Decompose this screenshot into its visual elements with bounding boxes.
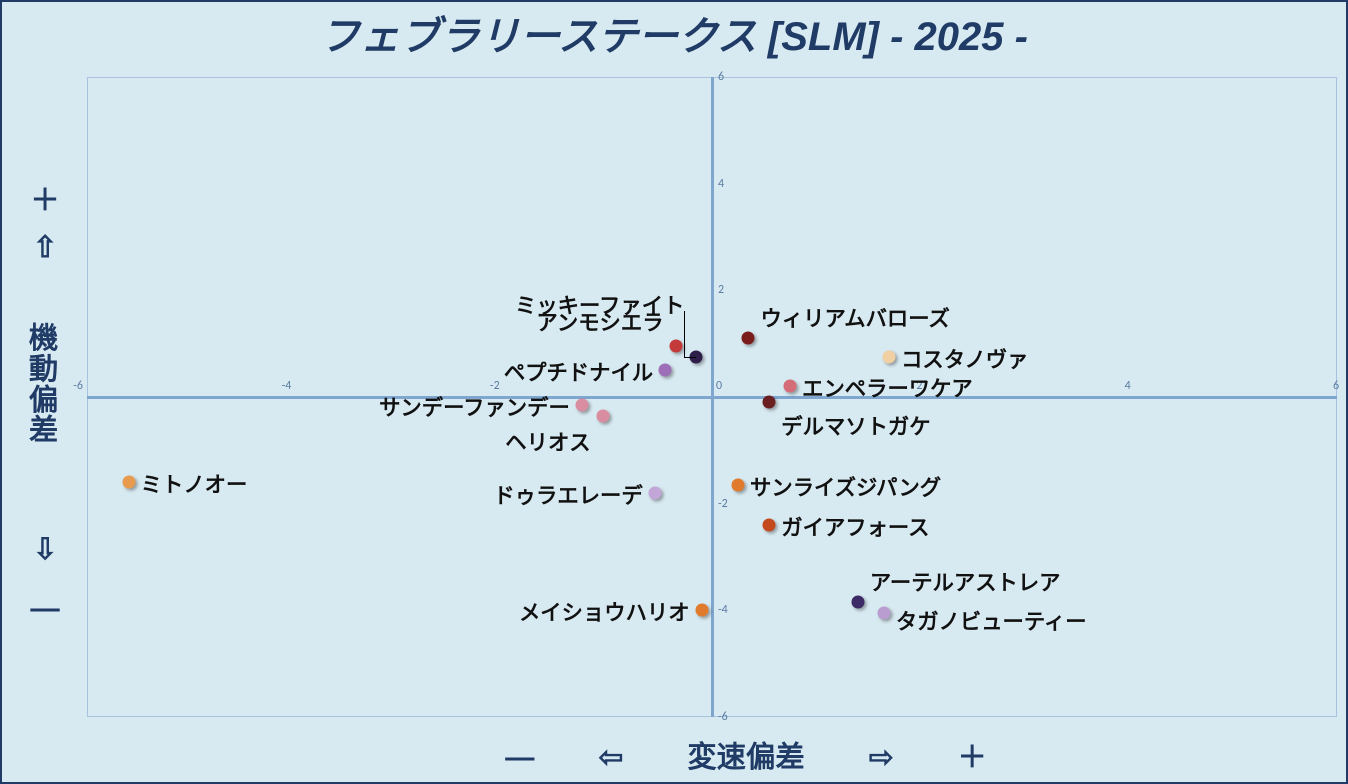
y-tick-label: 6	[718, 70, 724, 84]
scatter-point	[883, 351, 896, 364]
scatter-point	[669, 340, 682, 353]
x-tick-label: 0	[716, 379, 722, 393]
x-tick-label: 6	[1333, 379, 1339, 393]
y-axis-title: 機動偏差	[26, 324, 61, 447]
y-tick-label: 2	[718, 283, 724, 297]
x-minus-symbol: ―	[505, 741, 534, 774]
scatter-label: タガノビューティー	[896, 605, 1087, 636]
y-tick-label: -2	[718, 497, 728, 511]
scatter-label: ガイアフォース	[781, 511, 929, 542]
x-tick-label: -4	[282, 379, 292, 393]
scatter-point	[763, 396, 776, 409]
scatter-point	[763, 519, 776, 532]
leader-line	[684, 357, 696, 358]
scatter-label: ミッキーファイト	[515, 289, 684, 320]
scatter-label: サンライズジパング	[750, 471, 941, 502]
scatter-point	[784, 380, 797, 393]
scatter-label: ウィリアムバローズ	[760, 302, 949, 333]
scatter-point	[122, 476, 135, 489]
x-right-arrow-icon: ⇨	[869, 741, 894, 774]
y-tick-label: -4	[718, 603, 728, 617]
scatter-label: ミトノオー	[141, 468, 248, 499]
x-plus-symbol: ＋	[958, 741, 987, 774]
y-zero-line	[711, 77, 714, 717]
scatter-point	[659, 364, 672, 377]
scatter-point	[732, 479, 745, 492]
scatter-label: メイショウハリオ	[519, 596, 690, 627]
y-down-arrow-icon: ⇩	[20, 532, 70, 567]
x-axis-title: 変速偏差	[687, 741, 804, 774]
scatter-label: アーテルアストレア	[870, 566, 1061, 597]
scatter-point	[648, 487, 661, 500]
scatter-point	[596, 409, 609, 422]
scatter-point	[851, 596, 864, 609]
scatter-label: エンペラーワケア	[802, 372, 973, 403]
scatter-label: デルマソトガケ	[781, 410, 930, 441]
chart-root: フェブラリーステークス [SLM] - 2025 - ＋ ⇧ 機動偏差 ⇩ ― …	[0, 0, 1348, 784]
scatter-point	[877, 607, 890, 620]
scatter-point	[695, 604, 708, 617]
x-left-arrow-icon: ⇦	[599, 741, 624, 774]
scatter-label: ドゥラエレーデ	[493, 479, 642, 510]
scatter-point	[742, 332, 755, 345]
x-tick-label: 4	[1125, 379, 1131, 393]
y-up-arrow-icon: ⇧	[20, 230, 70, 265]
y-plus-symbol: ＋	[20, 177, 70, 219]
x-axis-annotation: ― ⇦ 変速偏差 ⇨ ＋	[2, 734, 1348, 776]
leader-line	[684, 311, 685, 357]
y-tick-label: 4	[718, 177, 724, 191]
scatter-label: ヘリオス	[505, 426, 590, 457]
chart-title: フェブラリーステークス [SLM] - 2025 -	[2, 4, 1346, 62]
scatter-label: ペプチドナイル	[504, 356, 653, 387]
scatter-label: コスタノヴァ	[901, 343, 1028, 374]
x-tick-label: -6	[73, 379, 83, 393]
y-minus-symbol: ―	[20, 592, 70, 626]
scatter-point	[575, 399, 588, 412]
y-tick-label: -6	[718, 710, 728, 724]
scatter-label: サンデーファンデー	[379, 391, 570, 422]
